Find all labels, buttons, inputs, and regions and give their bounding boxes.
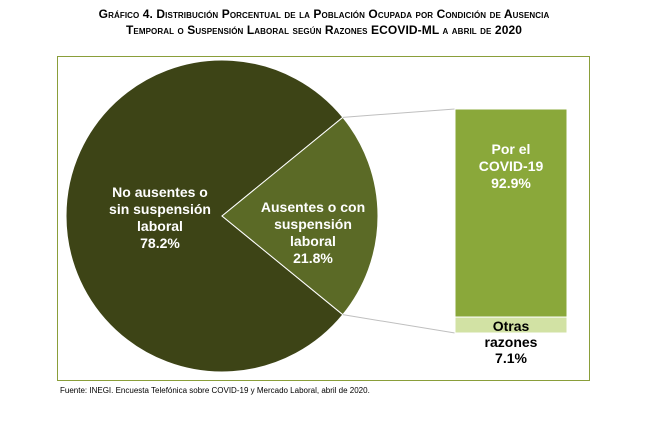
bar-value-covid: 92.9% bbox=[491, 175, 531, 191]
bar-value-otras: 7.1% bbox=[495, 350, 527, 366]
pie-label-no-ausentes-line-3: laboral bbox=[137, 218, 183, 234]
pie-slice-no-ausentes bbox=[65, 59, 344, 373]
chart-frame bbox=[57, 56, 590, 381]
bar-segment-otras bbox=[454, 316, 568, 334]
pie-slice-ausentes bbox=[221, 116, 379, 316]
bar-label-covid: Por el COVID-19 92.9% bbox=[456, 141, 566, 192]
source-note: Fuente: INEGI. Encuesta Telefónica sobre… bbox=[60, 386, 370, 395]
pie-label-no-ausentes-line-1: No ausentes o bbox=[112, 184, 208, 200]
chart-title: Gráfico 4. Distribución Porcentual de la… bbox=[0, 6, 648, 38]
pie-label-no-ausentes-line-2: sin suspensión bbox=[109, 201, 211, 217]
connector-line-top bbox=[342, 108, 456, 118]
pie-label-ausentes: Ausentes o con suspensión laboral 21.8% bbox=[243, 199, 383, 267]
bar-label-covid-line-2: COVID-19 bbox=[478, 158, 544, 174]
pie-label-no-ausentes: No ausentes o sin suspensión laboral 78.… bbox=[95, 184, 225, 252]
pie-label-ausentes-line-2: suspensión bbox=[274, 216, 352, 232]
bar-label-otras-line-1: Otras bbox=[492, 318, 530, 334]
connector-line-bottom bbox=[342, 314, 456, 334]
pie-label-ausentes-line-3: laboral bbox=[290, 233, 336, 249]
bar-label-covid-line-1: Por el bbox=[491, 141, 531, 157]
pie-label-ausentes-line-1: Ausentes o con bbox=[260, 199, 366, 215]
pie-value-ausentes: 21.8% bbox=[293, 250, 333, 266]
chart-title-line-1: Gráfico 4. Distribución Porcentual de la… bbox=[98, 7, 550, 21]
bar-segment-covid bbox=[454, 108, 568, 318]
chart-title-line-2: Temporal o Suspensión Laboral según Razo… bbox=[125, 23, 523, 37]
pie-value-no-ausentes: 78.2% bbox=[140, 235, 180, 251]
bar-label-otras-line-2: razones bbox=[484, 334, 538, 350]
bar-label-otras: Otras razones 7.1% bbox=[456, 318, 566, 366]
